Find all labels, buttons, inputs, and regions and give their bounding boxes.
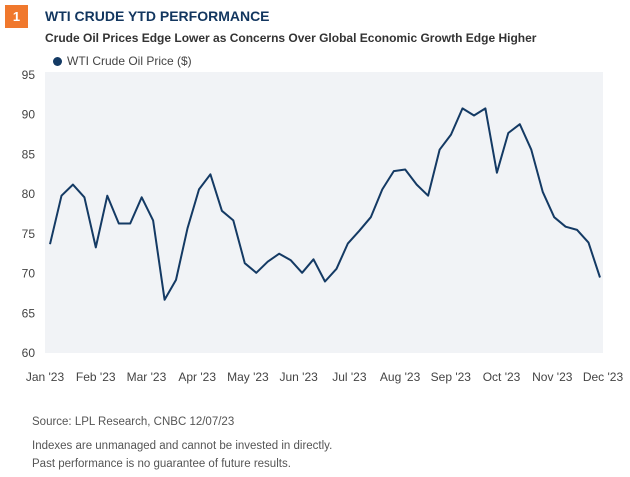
- x-tick-label: Mar '23: [127, 370, 167, 384]
- legend-marker-icon: [53, 56, 62, 66]
- y-tick-label: 80: [22, 187, 36, 201]
- legend: WTI Crude Oil Price ($): [53, 54, 192, 68]
- x-tick-label: Dec '23: [583, 370, 624, 384]
- chart-title: WTI CRUDE YTD PERFORMANCE: [45, 8, 270, 24]
- plot-background: [45, 72, 603, 353]
- series-line-wti: [49, 107, 601, 301]
- y-tick-label: 85: [22, 147, 36, 161]
- y-tick-label: 65: [22, 306, 36, 320]
- x-tick-label: Nov '23: [532, 370, 573, 384]
- x-tick-label: Jan '23: [26, 370, 65, 384]
- x-tick-label: Jun '23: [279, 370, 318, 384]
- disclaimer-1: Indexes are unmanaged and cannot be inve…: [32, 440, 333, 452]
- source-note: Source: LPL Research, CNBC 12/07/23: [32, 416, 235, 428]
- x-tick-label: Jul '23: [332, 370, 367, 384]
- x-tick-label: Aug '23: [380, 370, 421, 384]
- y-tick-label: 70: [22, 267, 36, 281]
- y-tick-label: 95: [22, 68, 36, 82]
- y-tick-label: 60: [22, 346, 36, 360]
- line-chart: 60 65 70 75 80 85 90 95 Jan '23 Feb '23 Mar '23 Apr…: [22, 68, 624, 384]
- x-tick-label: Oct '23: [483, 370, 521, 384]
- legend-label: WTI Crude Oil Price ($): [67, 54, 192, 68]
- x-tick-label: Sep '23: [431, 370, 472, 384]
- x-tick-label: Feb '23: [76, 370, 116, 384]
- y-tick-label: 75: [22, 227, 36, 241]
- x-tick-label: May '23: [227, 370, 269, 384]
- y-tick-label: 90: [22, 108, 36, 122]
- chart-subtitle: Crude Oil Prices Edge Lower as Concerns …: [45, 31, 537, 45]
- disclaimer-2: Past performance is no guarantee of futu…: [32, 458, 291, 470]
- figure-number-badge: 1: [5, 5, 28, 28]
- x-tick-label: Apr '23: [178, 370, 216, 384]
